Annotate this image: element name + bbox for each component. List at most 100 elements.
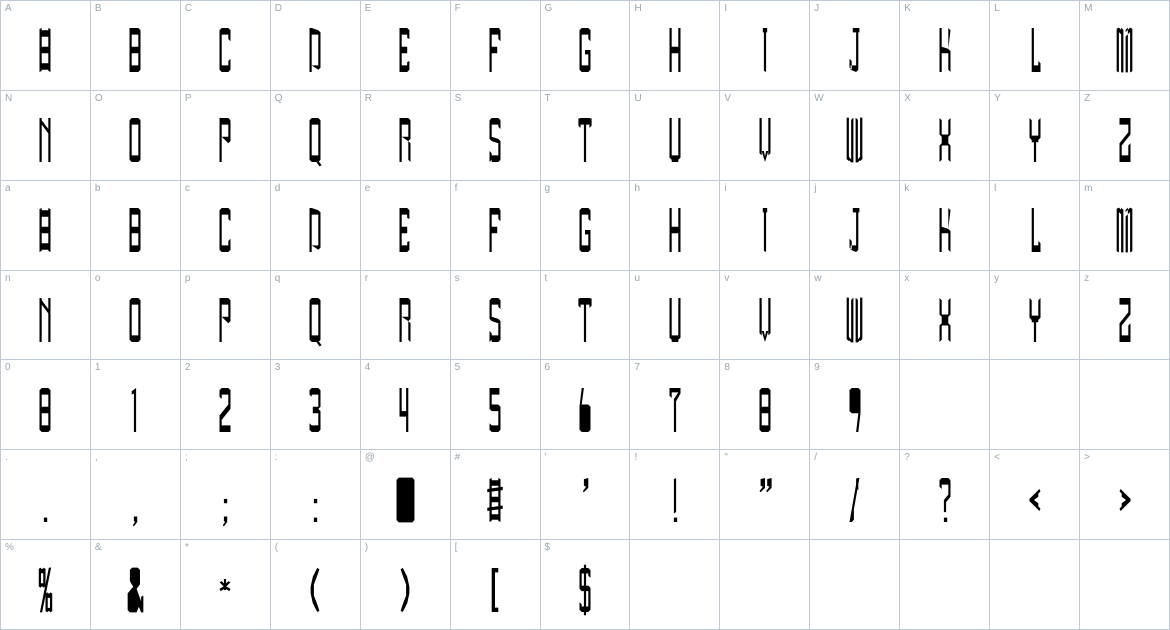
charmap-cell[interactable]: N <box>1 91 91 181</box>
charmap-cell[interactable]: U <box>630 91 720 181</box>
charmap-cell[interactable] <box>810 540 900 630</box>
charmap-cell[interactable]: R <box>361 91 451 181</box>
glyph <box>361 450 450 539</box>
charmap-cell[interactable]: M <box>1080 1 1170 91</box>
charmap-cell[interactable]: < <box>990 450 1080 540</box>
glyph <box>181 181 270 270</box>
charmap-cell[interactable]: a <box>1 181 91 271</box>
charmap-cell[interactable]: j <box>810 181 900 271</box>
charmap-cell[interactable]: n <box>1 271 91 361</box>
charmap-cell[interactable]: # <box>451 450 541 540</box>
glyph <box>720 1 809 90</box>
charmap-cell[interactable]: * <box>181 540 271 630</box>
charmap-cell[interactable]: W <box>810 91 900 181</box>
charmap-cell[interactable]: T <box>541 91 631 181</box>
charmap-cell[interactable]: J <box>810 1 900 91</box>
charmap-cell[interactable]: F <box>451 1 541 91</box>
charmap-cell[interactable]: 9 <box>810 360 900 450</box>
charmap-cell[interactable]: % <box>1 540 91 630</box>
charmap-cell[interactable]: ( <box>271 540 361 630</box>
charmap-cell[interactable]: $ <box>541 540 631 630</box>
charmap-cell[interactable]: O <box>91 91 181 181</box>
charmap-cell[interactable]: i <box>720 181 810 271</box>
charmap-cell[interactable]: 1 <box>91 360 181 450</box>
charmap-cell[interactable]: b <box>91 181 181 271</box>
charmap-cell[interactable]: g <box>541 181 631 271</box>
charmap-cell[interactable]: C <box>181 1 271 91</box>
charmap-cell[interactable]: E <box>361 1 451 91</box>
charmap-cell[interactable] <box>990 540 1080 630</box>
charmap-cell[interactable]: A <box>1 1 91 91</box>
glyph <box>1 360 90 449</box>
charmap-cell[interactable]: u <box>630 271 720 361</box>
charmap-cell[interactable]: ' <box>541 450 631 540</box>
charmap-cell[interactable]: S <box>451 91 541 181</box>
charmap-cell[interactable]: 3 <box>271 360 361 450</box>
charmap-cell[interactable]: 6 <box>541 360 631 450</box>
glyph <box>810 181 899 270</box>
charmap-cell[interactable]: t <box>541 271 631 361</box>
charmap-cell[interactable]: H <box>630 1 720 91</box>
charmap-cell[interactable] <box>990 360 1080 450</box>
charmap-cell[interactable]: k <box>900 181 990 271</box>
glyph <box>271 450 360 539</box>
charmap-cell[interactable]: Q <box>271 91 361 181</box>
charmap-cell[interactable] <box>630 540 720 630</box>
charmap-cell[interactable]: q <box>271 271 361 361</box>
charmap-cell[interactable]: z <box>1080 271 1170 361</box>
charmap-cell[interactable]: B <box>91 1 181 91</box>
charmap-cell[interactable]: Y <box>990 91 1080 181</box>
charmap-cell[interactable]: 5 <box>451 360 541 450</box>
charmap-cell[interactable]: h <box>630 181 720 271</box>
charmap-cell[interactable]: ; <box>181 450 271 540</box>
charmap-cell[interactable]: s <box>451 271 541 361</box>
charmap-cell[interactable]: , <box>91 450 181 540</box>
charmap-cell[interactable]: ) <box>361 540 451 630</box>
charmap-cell[interactable]: K <box>900 1 990 91</box>
charmap-cell[interactable]: c <box>181 181 271 271</box>
charmap-cell[interactable]: > <box>1080 450 1170 540</box>
charmap-cell[interactable]: . <box>1 450 91 540</box>
charmap-cell[interactable]: o <box>91 271 181 361</box>
charmap-cell[interactable]: 8 <box>720 360 810 450</box>
charmap-cell[interactable]: 0 <box>1 360 91 450</box>
glyph <box>990 91 1079 180</box>
charmap-cell[interactable] <box>720 540 810 630</box>
charmap-cell[interactable]: p <box>181 271 271 361</box>
charmap-cell[interactable]: 7 <box>630 360 720 450</box>
charmap-cell[interactable]: G <box>541 1 631 91</box>
charmap-cell[interactable]: : <box>271 450 361 540</box>
charmap-cell[interactable]: P <box>181 91 271 181</box>
charmap-cell[interactable]: f <box>451 181 541 271</box>
charmap-cell[interactable]: Z <box>1080 91 1170 181</box>
charmap-cell[interactable]: I <box>720 1 810 91</box>
charmap-cell[interactable]: e <box>361 181 451 271</box>
charmap-cell[interactable] <box>1080 360 1170 450</box>
charmap-cell[interactable]: y <box>990 271 1080 361</box>
charmap-cell[interactable]: w <box>810 271 900 361</box>
charmap-cell[interactable]: ! <box>630 450 720 540</box>
charmap-cell[interactable]: & <box>91 540 181 630</box>
charmap-cell[interactable]: L <box>990 1 1080 91</box>
charmap-cell[interactable]: / <box>810 450 900 540</box>
charmap-cell[interactable]: v <box>720 271 810 361</box>
charmap-cell[interactable] <box>900 360 990 450</box>
charmap-cell[interactable]: D <box>271 1 361 91</box>
charmap-cell[interactable]: @ <box>361 450 451 540</box>
charmap-cell[interactable] <box>1080 540 1170 630</box>
charmap-cell[interactable]: 2 <box>181 360 271 450</box>
charmap-cell[interactable] <box>900 540 990 630</box>
charmap-cell[interactable]: X <box>900 91 990 181</box>
charmap-cell[interactable]: ? <box>900 450 990 540</box>
glyph <box>181 271 270 360</box>
charmap-cell[interactable]: [ <box>451 540 541 630</box>
charmap-cell[interactable]: d <box>271 181 361 271</box>
charmap-cell[interactable]: V <box>720 91 810 181</box>
charmap-cell[interactable]: " <box>720 450 810 540</box>
charmap-cell[interactable]: x <box>900 271 990 361</box>
charmap-cell[interactable]: r <box>361 271 451 361</box>
charmap-cell[interactable]: 4 <box>361 360 451 450</box>
charmap-cell[interactable]: l <box>990 181 1080 271</box>
glyph <box>361 271 450 360</box>
charmap-cell[interactable]: m <box>1080 181 1170 271</box>
